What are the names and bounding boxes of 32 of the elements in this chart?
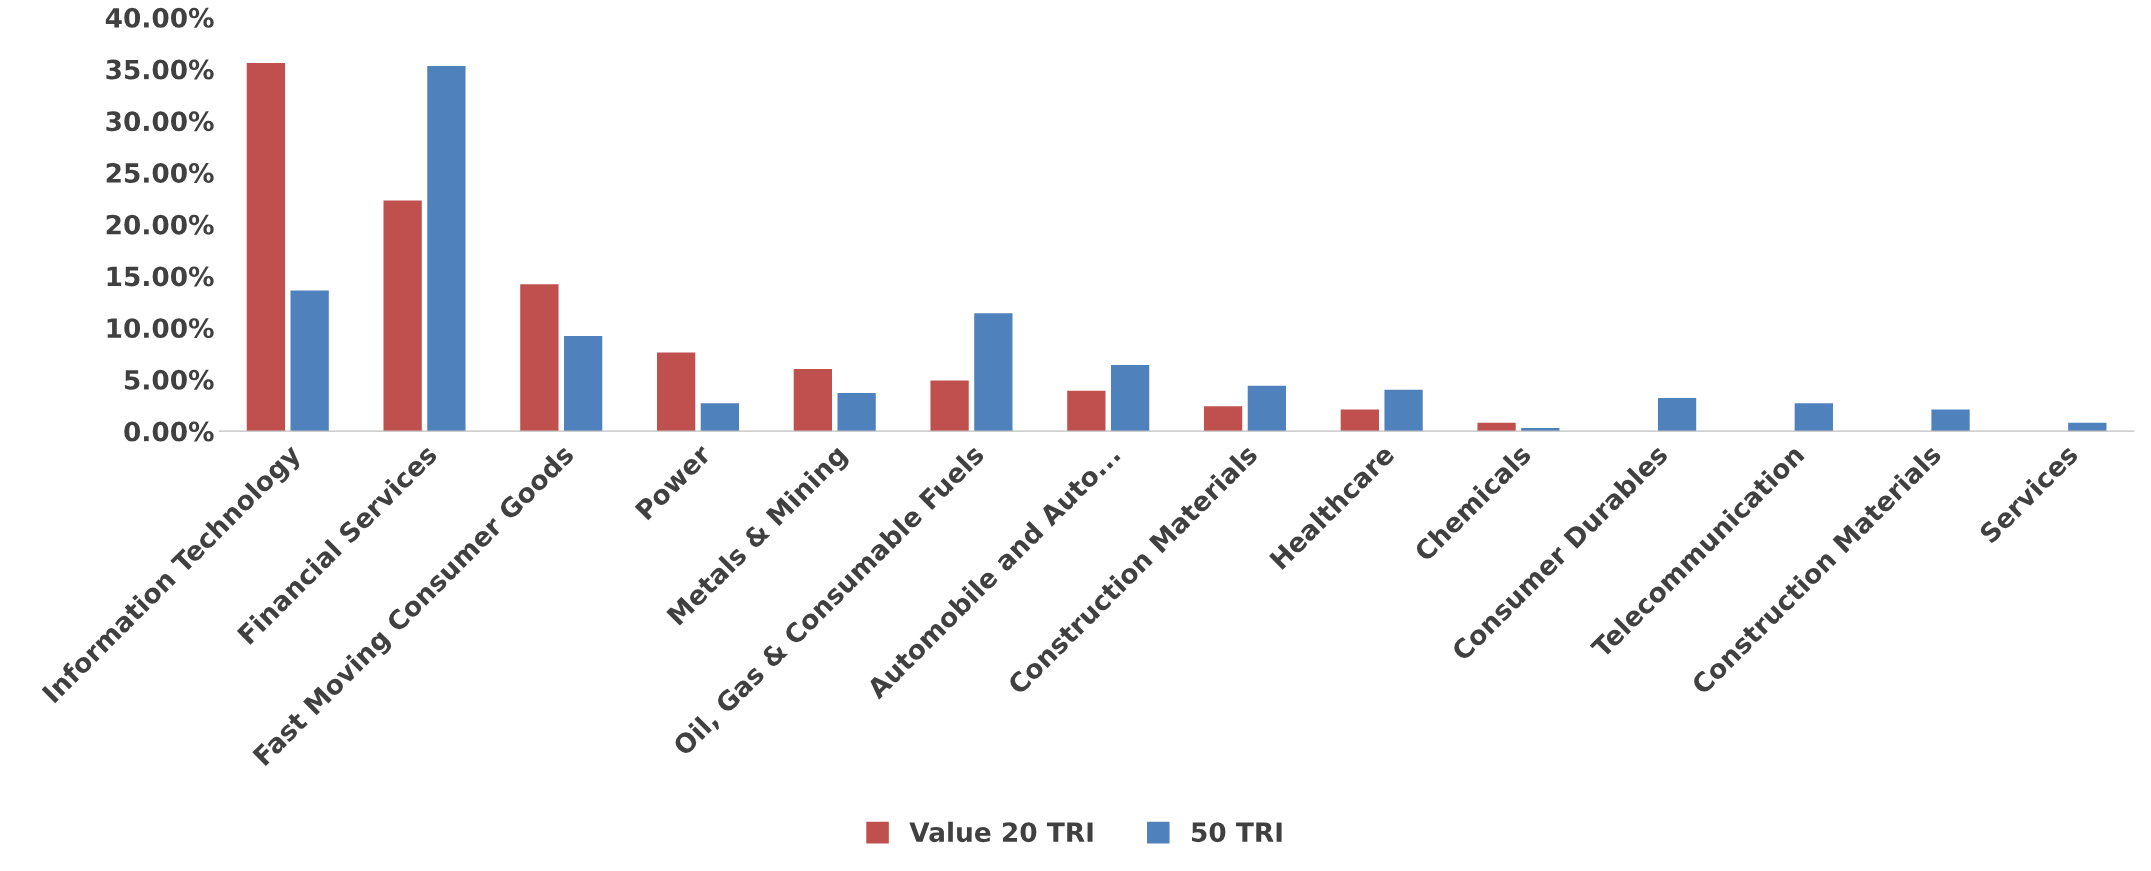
bar	[930, 380, 969, 432]
bar	[1067, 390, 1106, 432]
y-tick-label: 15.00%	[107, 266, 214, 287]
y-tick-label: 40.00%	[105, 7, 214, 28]
bar	[520, 284, 559, 432]
bar	[290, 290, 329, 432]
y-tick-label: 20.00%	[106, 214, 214, 235]
bar	[656, 352, 696, 432]
y-tick-label: 25.00%	[106, 163, 214, 183]
bar	[1247, 385, 1286, 432]
legend-label: 50 TRI	[1192, 822, 1282, 843]
y-tick-label: 5.00%	[125, 369, 214, 390]
bar	[1657, 398, 1697, 432]
bar	[1203, 406, 1243, 432]
bar	[1794, 403, 1833, 432]
y-tick-label: 35.00%	[106, 59, 214, 80]
y-tick-label: 0.00%	[124, 421, 214, 442]
bar	[563, 335, 603, 432]
bar	[1110, 364, 1150, 432]
y-tick-label: 30.00%	[106, 111, 214, 132]
bar	[974, 313, 1013, 432]
bar	[1931, 409, 1970, 432]
legend-label: Value 20 TRI	[909, 821, 1093, 843]
bar	[383, 200, 422, 432]
bar	[700, 403, 740, 432]
bar	[427, 66, 466, 432]
bar	[1384, 389, 1423, 432]
bar	[793, 369, 833, 432]
bar	[837, 392, 876, 432]
bar	[1340, 409, 1379, 432]
bar	[246, 62, 286, 432]
y-tick-label: 10.00%	[107, 318, 214, 339]
